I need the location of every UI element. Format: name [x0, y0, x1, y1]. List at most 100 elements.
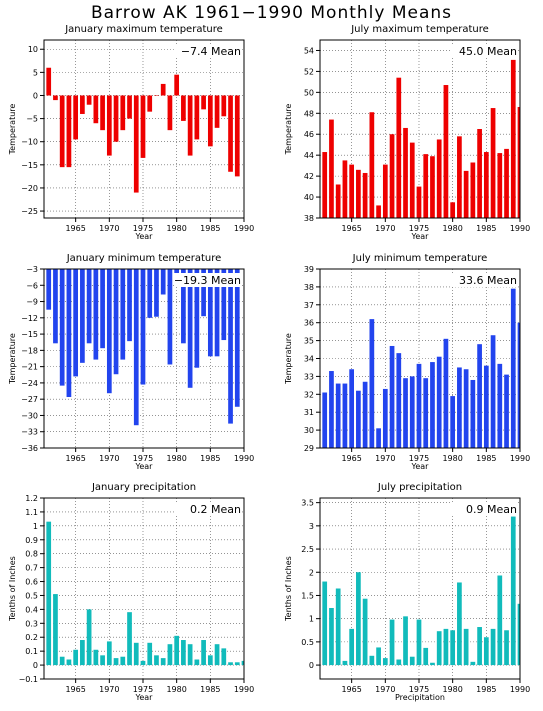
chart-jan-precip: January precipitation −0.1 0 0.1 0.2 0.3 0.4 0.…: [8, 482, 254, 702]
chart-title: July minimum temperature: [352, 253, 488, 264]
bar-1989: [234, 662, 240, 666]
bar-1983: [194, 95, 200, 140]
x-tick-label: 1985: [200, 685, 220, 694]
x-tick-label: 1965: [341, 224, 361, 233]
bar-1966: [356, 572, 361, 666]
mean-annotation: 45.0 Mean: [450, 44, 518, 58]
bar-1989: [510, 59, 516, 218]
x-tick-label: 1970: [99, 224, 119, 233]
bar-1981: [457, 582, 462, 666]
bar-1964: [66, 95, 72, 168]
bar-1975: [140, 269, 146, 385]
bar-1966: [356, 169, 361, 218]
bar-1980: [174, 74, 180, 96]
bar-1984: [201, 269, 206, 317]
y-tick-label: 0.1: [25, 647, 38, 656]
x-axis-label: Year: [135, 232, 154, 241]
bar-1978: [436, 631, 442, 666]
bars: [44, 269, 240, 426]
bar-1971: [389, 619, 395, 666]
bar-1979: [167, 95, 173, 131]
y-tick-label: −0.1: [19, 675, 38, 684]
bar-1964: [342, 160, 348, 218]
x-tick-label: 1970: [375, 685, 395, 694]
bar-1974: [409, 376, 415, 448]
bar-1979: [443, 85, 449, 218]
y-tick-label: 44: [304, 151, 314, 160]
chart-title: January precipitation: [91, 482, 196, 493]
x-tick-label: 1980: [166, 454, 186, 463]
y-tick-label: 36: [304, 319, 314, 328]
bar-1964: [66, 269, 72, 398]
y-tick-label: 1: [309, 615, 314, 624]
y-tick-label: 29: [304, 444, 314, 453]
bar-1976: [423, 378, 429, 448]
bar-1965: [349, 164, 355, 218]
bar-1984: [201, 640, 206, 666]
y-tick-label: −33: [21, 428, 38, 437]
bar-1988: [228, 269, 233, 424]
bar-1972: [120, 269, 126, 360]
y-tick-label: 1: [33, 522, 38, 531]
bar-1961: [46, 269, 52, 310]
bar-1979: [443, 628, 449, 666]
bar-1982: [463, 628, 469, 666]
bar-1980: [450, 630, 456, 666]
bar-1972: [396, 77, 402, 218]
bar-1972: [396, 659, 402, 666]
chart-jul-max: July maximum temperature 38 40 42 44 46 48 50 52…: [284, 24, 530, 241]
y-tick-label: 0: [33, 91, 38, 100]
bar-1962: [53, 95, 58, 101]
bar-1968: [93, 649, 99, 666]
y-axis-label: Temperature: [284, 333, 293, 385]
bar-1977: [154, 655, 159, 666]
bar-1973: [403, 378, 408, 448]
bar-1985: [483, 365, 489, 448]
bar-1968: [369, 655, 375, 666]
bar-1967: [86, 95, 92, 105]
y-tick-label: 0.5: [25, 591, 38, 600]
bar-1966: [356, 390, 361, 448]
x-tick-label: 1980: [166, 685, 186, 694]
bar-1972: [396, 353, 402, 448]
bar-1977: [154, 269, 159, 317]
bar-1980: [450, 202, 456, 218]
x-tick-label: 1975: [133, 224, 153, 233]
bar-1978: [160, 269, 166, 295]
y-tick-label: 54: [304, 46, 314, 55]
bar-1966: [80, 269, 85, 363]
plot-frame: [43, 39, 245, 219]
bar-1981: [181, 95, 186, 121]
y-tick-label: 30: [304, 426, 314, 435]
bar-1966: [80, 95, 85, 114]
bars: [322, 288, 520, 448]
bar-1986: [490, 335, 496, 448]
x-tick-label: 1985: [476, 224, 496, 233]
bar-1982: [187, 269, 193, 388]
mean-label: 0.9 Mean: [466, 503, 517, 516]
x-tick-label: 1970: [99, 454, 119, 463]
mean-annotation: −7.4 Mean: [174, 44, 242, 58]
y-tick-label: 0.7: [25, 564, 38, 573]
bar-1971: [113, 269, 119, 375]
bar-1967: [362, 172, 368, 218]
x-tick-label: 1990: [234, 224, 254, 233]
bar-1970: [382, 388, 388, 448]
bar-1974: [409, 142, 415, 218]
bar-1970: [106, 269, 112, 394]
x-tick-label: 1985: [200, 224, 220, 233]
bar-1990: [241, 660, 244, 666]
page-title: Barrow AK 1961−1990 Monthly Means: [90, 3, 453, 23]
chart-title: July maximum temperature: [350, 24, 489, 35]
bar-1983: [194, 659, 200, 666]
bar-1983: [470, 162, 476, 218]
bar-1962: [329, 119, 334, 218]
chart-jan-max: January maximum temperature −25 −20 −15 −10 −…: [8, 24, 254, 241]
bar-1963: [335, 588, 341, 666]
mean-label: −19.3 Mean: [174, 274, 241, 287]
bar-1989: [510, 516, 516, 666]
bar-1984: [477, 627, 482, 666]
bar-1989: [234, 95, 240, 177]
y-tick-label: 34: [304, 355, 314, 364]
x-tick-label: 1985: [476, 685, 496, 694]
